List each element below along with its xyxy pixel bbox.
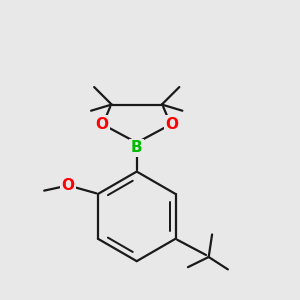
- Text: O: O: [95, 117, 108, 132]
- Text: O: O: [61, 178, 75, 193]
- Text: O: O: [165, 117, 178, 132]
- Text: B: B: [131, 140, 142, 155]
